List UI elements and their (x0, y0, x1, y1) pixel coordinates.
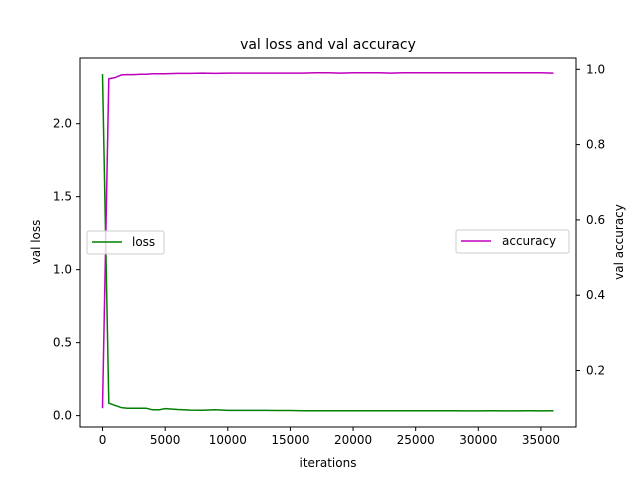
plot-frame (79, 57, 577, 428)
x-tick-label: 25000 (397, 433, 435, 447)
x-tick-label: 35000 (522, 433, 560, 447)
x-tick-label: 10000 (209, 433, 247, 447)
y-right-tick-label: 0.6 (586, 213, 605, 227)
legend-accuracy-label: accuracy (502, 234, 556, 248)
y-axis-label-left: val loss (29, 220, 43, 265)
legend-accuracy-box (455, 229, 570, 254)
x-tick-label: 15000 (271, 433, 309, 447)
x-axis-label: iterations (300, 456, 357, 470)
x-tick-label: 5000 (150, 433, 181, 447)
y-left-tick-label: 2.0 (53, 117, 72, 131)
legend-loss-label: loss (132, 235, 155, 249)
legend-loss-box (86, 230, 165, 255)
y-right-tick-label: 0.4 (586, 288, 605, 302)
y-right-tick-label: 1.0 (586, 62, 605, 76)
y-right-tick-label: 0.8 (586, 138, 605, 152)
y-right-tick-label: 0.2 (586, 364, 605, 378)
x-tick-label: 0 (99, 433, 107, 447)
series-line-accuracy (101, 71, 554, 409)
series-layer (101, 71, 554, 412)
x-tick-label: 30000 (459, 433, 497, 447)
y-left-tick-label: 1.5 (53, 190, 72, 204)
chart-title: val loss and val accuracy (240, 37, 416, 53)
y-left-tick-label: 0.5 (53, 336, 72, 350)
legend-loss: loss (86, 230, 165, 255)
y-left-tick-label: 0.0 (53, 409, 72, 423)
series-line-loss (101, 74, 554, 412)
x-tick-label: 20000 (334, 433, 372, 447)
legend-accuracy: accuracy (455, 229, 570, 254)
ticks-layer: 0 5000 10000 15000 20000 25000 30000 35000 0.0 0.… (53, 62, 605, 447)
y-left-tick-label: 1.0 (53, 263, 72, 277)
y-axis-label-right: val accuracy (612, 204, 626, 280)
